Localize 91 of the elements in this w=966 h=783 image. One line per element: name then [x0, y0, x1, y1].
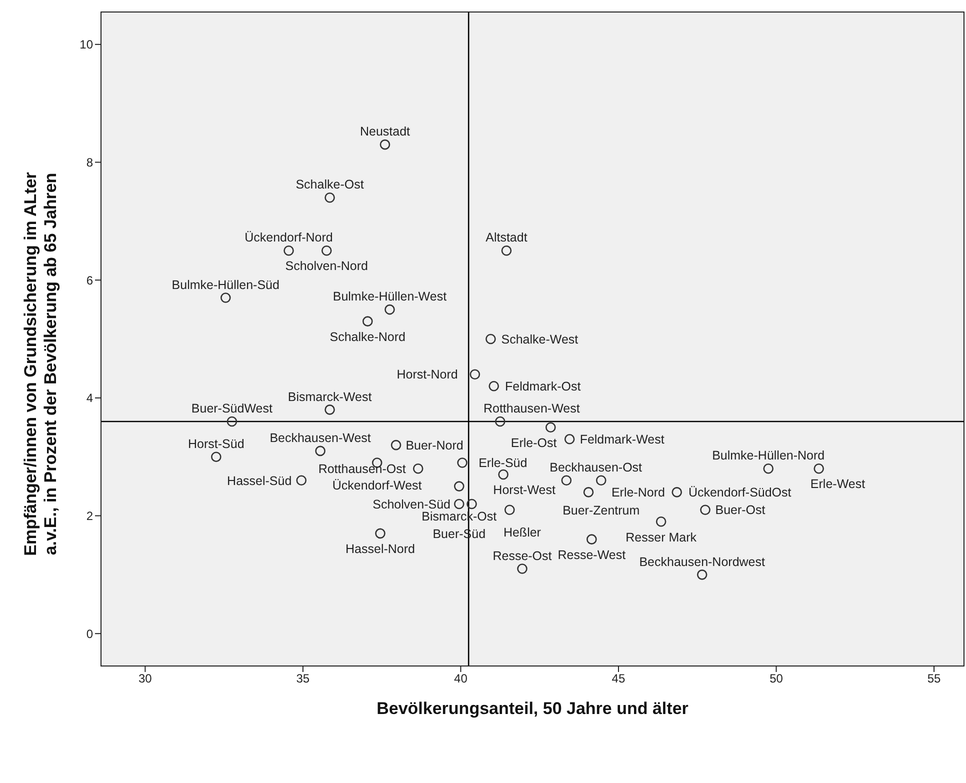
point [321, 245, 332, 256]
point [380, 139, 390, 150]
point [211, 452, 222, 462]
point [226, 416, 238, 427]
annotation: Feldmark-Ost [504, 380, 582, 394]
point [457, 458, 468, 468]
annotation: Scholven-Nord [285, 259, 368, 274]
point [296, 475, 307, 486]
annotation: Horst-Nord [396, 368, 458, 382]
point [324, 404, 335, 415]
point [284, 245, 294, 256]
point [763, 463, 774, 474]
annotation: Heßler [503, 526, 541, 540]
annotation: Bulmke-Hüllen-Nord [712, 448, 825, 463]
point [470, 369, 480, 380]
y-tick-label: 10 [80, 38, 94, 52]
annotation: Schalke-Nord [330, 330, 406, 344]
annotation: Hassel-Süd [227, 474, 292, 488]
x-tick-label: 45 [612, 672, 626, 686]
point [564, 434, 575, 444]
point [504, 504, 515, 516]
annotation: Schalke-West [501, 332, 579, 346]
point [672, 487, 682, 498]
point [656, 516, 666, 527]
y-tick-label: 0 [86, 626, 94, 641]
point [315, 446, 326, 456]
annotation: Beckhausen-Ost [550, 460, 643, 475]
y-axis-title: Empfänger/innen von Grundsicherung im ALter a.v.E., in Prozent der Bevölkerung ab 65 Jahren [21, 172, 60, 556]
point [586, 534, 597, 544]
point [324, 192, 335, 203]
annotation: Rotthausen-West [483, 402, 580, 416]
point [814, 463, 824, 474]
annotation: Buer-SüdWest [191, 402, 273, 416]
annotation: Horst-West [493, 483, 556, 498]
point [384, 304, 395, 315]
annotation: Buer-Nord [406, 438, 464, 452]
annotation: Erle-West [810, 477, 866, 492]
y-tick-label: 4 [86, 391, 94, 406]
x-tick-label: 30 [138, 672, 152, 686]
x-tick-label: 55 [927, 672, 942, 686]
annotation: Buer-Zentrum [562, 503, 640, 518]
point [390, 440, 402, 450]
annotation: Erle-Nord [611, 486, 665, 500]
point [466, 498, 477, 510]
annotation: Schalke-Ost [296, 178, 364, 192]
annotation: Altstadt [486, 230, 528, 245]
point [412, 463, 424, 474]
annotation: Ückendorf-Nord [244, 230, 333, 245]
annotation: Erle-Süd [478, 456, 528, 470]
y-tick-label: 2 [86, 509, 94, 524]
y-tick-label: 6 [86, 273, 94, 288]
annotation: Buer-Ost [715, 503, 766, 518]
annotation: Rotthausen-Ost [318, 462, 406, 476]
annotation: Resser Mark [626, 530, 698, 544]
annotation: Bulmke-Hüllen-West [332, 290, 448, 304]
point [561, 475, 572, 486]
annotation: Scholven-Süd [372, 497, 451, 512]
point [486, 334, 496, 344]
point [501, 245, 512, 256]
annotation: Neustadt [360, 124, 411, 139]
point [454, 481, 464, 492]
annotation: Ückendorf-SüdOst [688, 486, 792, 500]
point [583, 487, 594, 498]
annotation: Beckhausen-West [270, 431, 372, 446]
x-tick-label: 35 [296, 672, 310, 686]
annotation: Resse-West [558, 548, 626, 562]
annotation: Resse-Ost [492, 548, 552, 563]
annotation: Feldmark-West [580, 432, 665, 447]
point [498, 469, 508, 480]
point [545, 422, 556, 433]
x-axis-title: Bevölkerungsanteil, 50 Jahre und älter [376, 699, 689, 718]
annotation: Bismarck-West [288, 390, 372, 404]
annotation: Erle-Ost [510, 436, 558, 450]
annotation: Hassel-Nord [346, 542, 416, 556]
point [700, 504, 710, 516]
point [362, 316, 373, 326]
point [488, 380, 499, 392]
point [454, 498, 464, 510]
annotation: Ückendorf-West [332, 478, 422, 493]
y-tick-label: 8 [86, 156, 94, 170]
point [375, 528, 386, 539]
annotation: Beckhausen-Nordwest [639, 554, 766, 569]
point [596, 475, 606, 486]
x-tick-label: 40 [454, 672, 468, 686]
annotation: Bulmke-Hüllen-Süd [172, 278, 280, 292]
point [220, 292, 231, 303]
point [696, 570, 708, 580]
point [495, 416, 506, 427]
annotation: Horst-Süd [188, 436, 244, 451]
point [517, 564, 528, 574]
x-tick-label: 50 [770, 672, 784, 686]
